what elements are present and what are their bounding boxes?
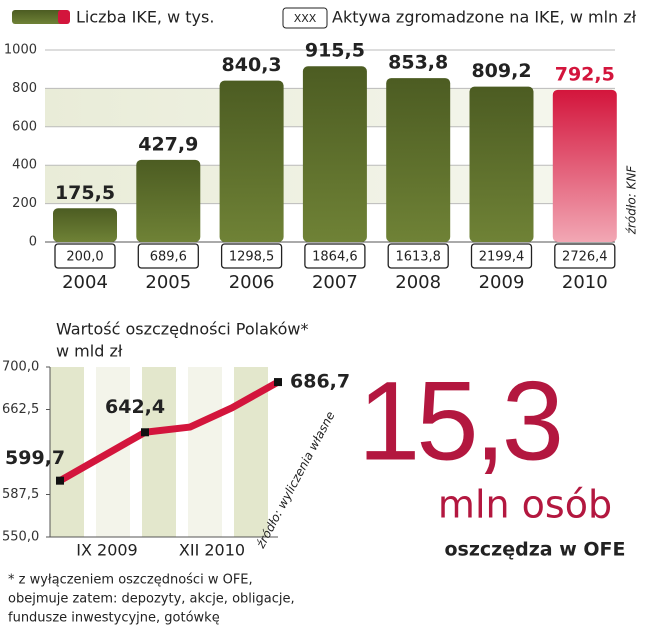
bg-stripe	[142, 367, 176, 537]
highlight-caption: oszczędza w OFE	[444, 539, 625, 561]
value-label: 840,3	[222, 54, 282, 76]
highlight-number: 15,3	[358, 359, 560, 484]
y-tick-label: 550,0	[2, 530, 39, 545]
bar	[302, 66, 367, 242]
legend-swatch	[12, 10, 68, 24]
x-tick-label: IX 2009	[76, 541, 137, 560]
asset-box	[54, 243, 116, 269]
value-label: 642,4	[105, 396, 165, 418]
y-tick-label: 400	[12, 158, 37, 173]
bar	[136, 159, 201, 242]
footnote: * z wyłączeniem oszczędności w OFE,	[8, 573, 253, 588]
x-tick-label: 2007	[312, 272, 358, 293]
chart-title: Wartość oszczędności Polaków*	[56, 320, 308, 339]
asset-label: 1298,5	[229, 250, 275, 265]
asset-box	[470, 243, 533, 269]
y-tick-label: 200	[12, 196, 37, 211]
y-tick-label: 800	[12, 81, 37, 96]
asset-box	[554, 243, 616, 269]
value-label: 427,9	[138, 133, 198, 155]
source: źródło: KNF	[625, 165, 639, 236]
point	[274, 378, 282, 387]
y-tick-label: 662,5	[2, 402, 39, 417]
bar	[53, 208, 117, 242]
y-tick-label: 1000	[4, 43, 37, 58]
legend-label: Liczba IKE, w tys.	[76, 8, 214, 27]
y-tick-label: 600	[12, 119, 37, 134]
legend-box-label: XXX	[294, 12, 317, 25]
x-tick-label: 2005	[145, 272, 191, 293]
line	[58, 379, 280, 484]
y-tick-label: 0	[29, 235, 37, 250]
bar	[219, 80, 284, 242]
asset-label: 2726,4	[562, 250, 608, 265]
asset-box	[387, 243, 449, 269]
asset-label: 689,6	[150, 250, 187, 265]
value-label: 853,8	[388, 52, 448, 74]
bg-stripe	[50, 367, 84, 537]
x-tick-label: 2008	[395, 272, 441, 293]
asset-label: 1864,6	[312, 250, 358, 265]
x-tick-label: 2006	[229, 272, 275, 293]
legend-label: Aktywa zgromadzone na IKE, w mln zł	[332, 8, 637, 27]
x-tick-label: 2010	[562, 272, 608, 293]
asset-box	[220, 243, 283, 269]
asset-label: 2199,4	[479, 250, 525, 265]
value-label: 686,7	[290, 371, 350, 393]
value-label: 175,5	[55, 182, 115, 204]
point	[56, 476, 64, 485]
value-label: 599,7	[5, 447, 65, 469]
asset-box	[304, 243, 366, 269]
footnote: obejmuje zatem: depozyty, akcje, obligac…	[8, 592, 295, 607]
x-tick-label: XII 2010	[179, 541, 245, 560]
highlight-unit: mln osób	[438, 483, 612, 527]
asset-label: 200,0	[66, 250, 103, 265]
asset-box	[137, 243, 199, 269]
bar	[552, 89, 617, 242]
asset-label: 1613,8	[395, 250, 441, 265]
value-label: 809,2	[471, 60, 531, 82]
bar	[386, 78, 451, 242]
bar	[469, 86, 534, 242]
point	[141, 428, 149, 437]
x-label-box	[172, 538, 252, 562]
x-tick-label: 2009	[479, 272, 525, 293]
footnote: fundusze inwestycyjne, gotówkę	[8, 611, 220, 626]
legend-box	[282, 7, 328, 29]
legend-swatch-red	[58, 10, 70, 24]
x-label-box	[67, 538, 147, 562]
x-tick-label: 2004	[62, 272, 108, 293]
value-label: 792,5	[555, 63, 615, 85]
value-label: 915,5	[305, 40, 365, 62]
chart-subtitle: w mld zł	[56, 342, 123, 361]
y-tick-label: 587,5	[2, 487, 39, 502]
bg-stripe	[188, 367, 222, 537]
y-tick-label: 700,0	[2, 360, 39, 375]
